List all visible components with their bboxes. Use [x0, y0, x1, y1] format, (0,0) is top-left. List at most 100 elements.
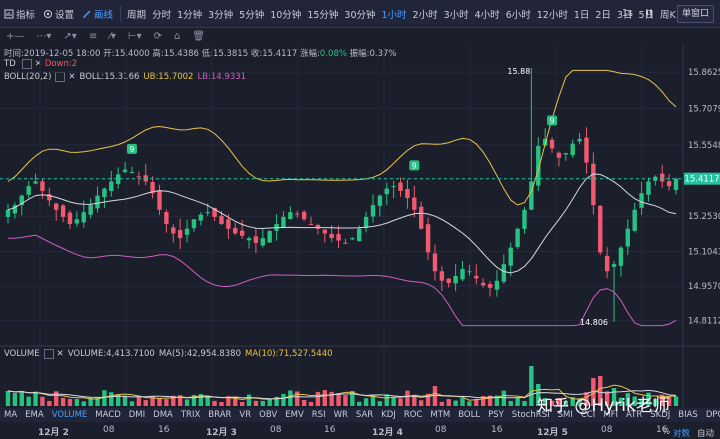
- info-low: 低:15.3815: [201, 49, 249, 59]
- indicator-tab[interactable]: PSY: [488, 410, 504, 420]
- timeframe-option[interactable]: 1日: [573, 9, 590, 21]
- candle-body: [398, 182, 403, 191]
- indicator-tab[interactable]: ROC: [403, 410, 423, 420]
- measure-tool-icon[interactable]: ⟳: [153, 31, 163, 42]
- indicator-tab[interactable]: TRIX: [180, 410, 201, 420]
- indicator-tab[interactable]: CCI: [580, 410, 596, 420]
- indicator-tab[interactable]: VOLUME: [51, 410, 88, 420]
- volume-bar: [233, 396, 238, 406]
- timeframe-option[interactable]: 15分钟: [307, 9, 339, 21]
- indicator-tab[interactable]: DPO: [705, 410, 720, 420]
- indicator-tab[interactable]: StochRSI: [511, 410, 550, 420]
- timeframe-option[interactable]: 分时: [152, 9, 172, 21]
- candle-body: [260, 238, 266, 246]
- indicator-tab[interactable]: DMA: [153, 410, 173, 420]
- line-tool-icon[interactable]: ⋯▾: [36, 31, 52, 42]
- boll-upper-band: [7, 69, 677, 206]
- percent-scale-toggle[interactable]: %: [662, 427, 671, 437]
- indicator-tab[interactable]: ATR: [625, 410, 643, 420]
- volume-bar: [660, 394, 665, 406]
- ruler-tool-icon[interactable]: ⊢▾: [127, 31, 142, 42]
- indicator-tab[interactable]: MACD: [95, 410, 121, 420]
- timeframe-option[interactable]: 周K: [660, 9, 676, 21]
- indicator-tab[interactable]: KDJ: [381, 410, 396, 420]
- volume-bar: [639, 398, 644, 406]
- indicator-tab[interactable]: DMI: [128, 410, 146, 420]
- indicator-button[interactable]: 指标: [0, 7, 39, 21]
- volume-bar: [239, 401, 245, 406]
- volume-bar: [281, 393, 286, 406]
- ray-tool-icon[interactable]: ↗▾: [63, 31, 77, 42]
- boll-ub: UB:15.7002: [143, 72, 194, 82]
- volume-bar: [219, 401, 224, 406]
- indicator-tab[interactable]: SAR: [355, 410, 374, 420]
- log-scale-toggle[interactable]: 对数: [673, 429, 691, 439]
- volume-ma5: MA(5):42,954.8380: [158, 349, 241, 359]
- td-close-icon[interactable]: ✕: [34, 59, 42, 69]
- indicator-tab[interactable]: MA: [4, 410, 18, 420]
- settings-button[interactable]: 设置: [39, 7, 78, 21]
- timeframe-option[interactable]: 3分钟: [208, 9, 234, 21]
- timeframe-option[interactable]: 1小时: [381, 9, 407, 21]
- candle-body: [253, 236, 259, 243]
- lock-tool-icon[interactable]: ⌂: [174, 31, 181, 42]
- indicator-tab[interactable]: MFI: [603, 410, 618, 420]
- candle-body: [136, 176, 142, 178]
- timeframe-option[interactable]: 3小时: [443, 9, 469, 21]
- indicator-tab[interactable]: WR: [333, 410, 348, 420]
- timeframe-option[interactable]: 30分钟: [344, 9, 376, 21]
- interval-label[interactable]: 1s: [622, 8, 633, 19]
- volume-bar: [446, 399, 451, 406]
- indicator-tab[interactable]: BRAR: [208, 410, 232, 420]
- indicator-tab[interactable]: RSI: [311, 410, 326, 420]
- candle-body: [102, 188, 107, 198]
- candle-body: [198, 214, 204, 221]
- volume-toggle[interactable]: [43, 349, 54, 359]
- indicator-tab[interactable]: SMI: [557, 410, 573, 420]
- timeframe-option[interactable]: 5分钟: [239, 9, 265, 21]
- candle-body: [632, 209, 637, 231]
- volume-bar: [143, 400, 148, 406]
- current-price-tag: 15.4117: [684, 172, 720, 185]
- indicator-tab[interactable]: EMV: [285, 410, 304, 420]
- volume-close-icon[interactable]: ✕: [56, 349, 64, 359]
- window-mode-button[interactable]: 单窗口: [676, 5, 714, 23]
- timeframe-option[interactable]: 2日: [595, 9, 611, 21]
- crosshair-tool-icon[interactable]: +—: [6, 31, 25, 42]
- period-label: 周期: [127, 9, 147, 21]
- timeframe-option[interactable]: 6小时: [505, 9, 531, 21]
- channel-tool-icon[interactable]: ≡: [88, 31, 98, 42]
- volume-bar: [60, 397, 66, 406]
- candle-body: [54, 203, 59, 210]
- candle-body: [405, 188, 410, 198]
- drawing-button[interactable]: 画线: [78, 7, 117, 21]
- indicator-tab[interactable]: BIAS: [678, 410, 698, 420]
- candle-body: [109, 181, 114, 192]
- info-close: 收:15.4117: [250, 49, 298, 59]
- timeframe-option[interactable]: 10分钟: [270, 9, 302, 21]
- indicator-tab[interactable]: SKDJ: [650, 410, 671, 420]
- indicator-tab[interactable]: EMA: [25, 410, 44, 420]
- candle-body: [563, 153, 569, 155]
- price-tick: 15.2530: [688, 212, 720, 222]
- timeframe-option[interactable]: 4小时: [474, 9, 500, 21]
- td-toggle[interactable]: [21, 59, 32, 69]
- delete-tool-icon[interactable]: 🗑: [192, 31, 206, 42]
- timeframe-option[interactable]: 3日: [616, 9, 633, 21]
- fib-tool-icon[interactable]: ⁄▾: [109, 31, 116, 42]
- volume-bar: [301, 399, 307, 406]
- volume-bar: [322, 390, 327, 406]
- chart-canvas[interactable]: 15.8625 15.7079 15.5548 15.4117 15.2530 15.10…: [0, 0, 720, 408]
- volume-bar: [418, 400, 424, 406]
- indicator-tab[interactable]: MTM: [430, 410, 451, 420]
- indicator-tab[interactable]: OBV: [259, 410, 278, 420]
- chart-type-icon[interactable]: [644, 8, 654, 18]
- indicator-tab[interactable]: BOLL: [458, 410, 481, 420]
- auto-scale-toggle[interactable]: 自动: [697, 429, 715, 439]
- td-nine-label: 9: [550, 116, 555, 125]
- timeframe-option[interactable]: 2小时: [412, 9, 438, 21]
- timeframe-option[interactable]: 1分钟: [177, 9, 203, 21]
- boll-close-icon[interactable]: ✕: [68, 72, 76, 82]
- indicator-tab[interactable]: VR: [239, 410, 252, 420]
- timeframe-option[interactable]: 12小时: [536, 9, 568, 21]
